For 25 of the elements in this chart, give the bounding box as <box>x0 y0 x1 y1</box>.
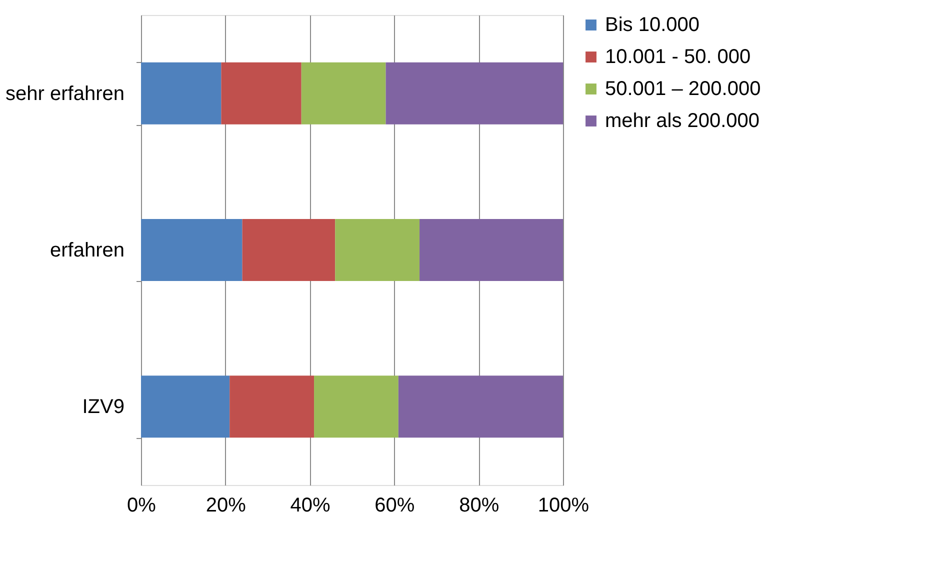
legend-label: Bis 10.000 <box>605 14 700 36</box>
legend-label: 50.001 – 200.000 <box>605 78 761 100</box>
bar <box>386 62 563 124</box>
x-tick-label: 0% <box>127 494 156 516</box>
y-tick-label: IZV9 <box>82 396 124 418</box>
x-tick-label: 40% <box>290 494 331 516</box>
bar <box>314 376 398 438</box>
bar <box>398 376 563 438</box>
x-tick-label: 80% <box>459 494 500 516</box>
y-tick-label: sehr erfahren <box>6 82 124 105</box>
bar <box>230 376 314 438</box>
bar <box>141 62 222 124</box>
bar <box>221 62 302 124</box>
bar <box>141 376 230 438</box>
bar <box>420 219 563 281</box>
legend-label: mehr als 200.000 <box>605 110 760 132</box>
x-tick-label: 100% <box>538 494 590 516</box>
bar <box>141 219 242 281</box>
y-tick-label: erfahren <box>50 240 124 262</box>
legend-label: 10.001 - 50. 000 <box>605 46 751 68</box>
x-tick-label: 60% <box>374 494 415 516</box>
x-tick-label: 20% <box>206 494 246 516</box>
bar <box>301 62 386 124</box>
bar <box>335 219 420 281</box>
bar <box>242 219 336 281</box>
